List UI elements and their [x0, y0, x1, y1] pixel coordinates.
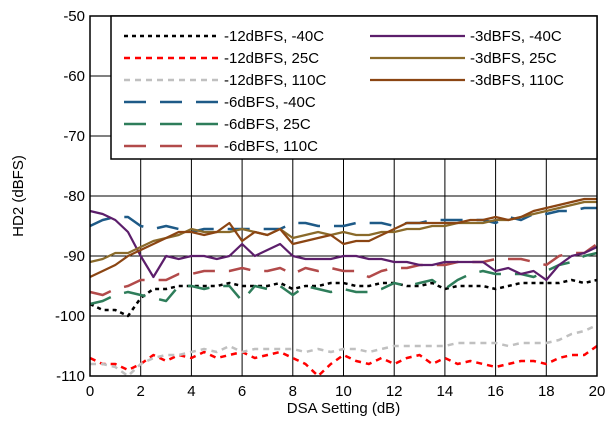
x-tick-label: 4 — [187, 383, 195, 400]
legend-label: -6dBFS, -40C — [224, 94, 316, 111]
series-line — [89, 278, 598, 318]
x-tick-label: 8 — [289, 383, 297, 400]
y-tick-label: -110 — [56, 368, 85, 385]
x-tick-label: 0 — [86, 383, 94, 400]
series-line — [89, 344, 598, 378]
y-tick-label: -80 — [63, 188, 85, 205]
x-tick-label: 12 — [386, 383, 403, 400]
x-tick-label: 10 — [335, 383, 352, 400]
legend-label: -3dBFS, 110C — [470, 72, 564, 89]
series-line — [89, 197, 597, 278]
legend: -12dBFS, -40C -12dBFS, 25C -12dBFS, 110C -6… — [110, 15, 598, 160]
legend-label: -12dBFS, 25C — [224, 50, 319, 67]
x-tick-label: 18 — [538, 383, 555, 400]
x-tick-label: 16 — [487, 383, 504, 400]
legend-box — [110, 15, 598, 160]
x-tick-label: 2 — [137, 383, 145, 400]
x-tick-label: 6 — [238, 383, 246, 400]
series-line — [89, 242, 598, 297]
x-tick-label: 20 — [589, 383, 606, 400]
legend-label: -3dBFS, 25C — [470, 50, 557, 67]
legend-label: -6dBFS, 110C — [224, 138, 318, 155]
x-axis-label: DSA Setting (dB) — [287, 400, 400, 417]
y-tick-labels: -110 -100 -90 -80 -70 -60 -50 — [55, 8, 85, 385]
series-lines — [89, 197, 598, 378]
x-tick-label: 14 — [437, 383, 454, 400]
y-tick-label: -50 — [63, 8, 85, 25]
y-tick-label: -90 — [63, 248, 85, 265]
legend-label: -3dBFS, -40C — [470, 28, 562, 45]
legend-label: -12dBFS, -40C — [224, 28, 324, 45]
y-tick-label: -60 — [63, 68, 85, 85]
legend-label: -6dBFS, 25C — [224, 116, 311, 133]
series-line — [89, 209, 598, 282]
series-line — [90, 323, 598, 378]
legend-label: -12dBFS, 110C — [224, 72, 326, 89]
series-line — [89, 251, 598, 306]
x-tick-labels: 0 2 4 6 8 10 12 14 16 18 20 — [86, 383, 606, 400]
y-axis-label: HD2 (dBFS) — [10, 155, 27, 237]
y-tick-label: -100 — [55, 308, 85, 325]
y-tick-label: -70 — [63, 128, 85, 145]
